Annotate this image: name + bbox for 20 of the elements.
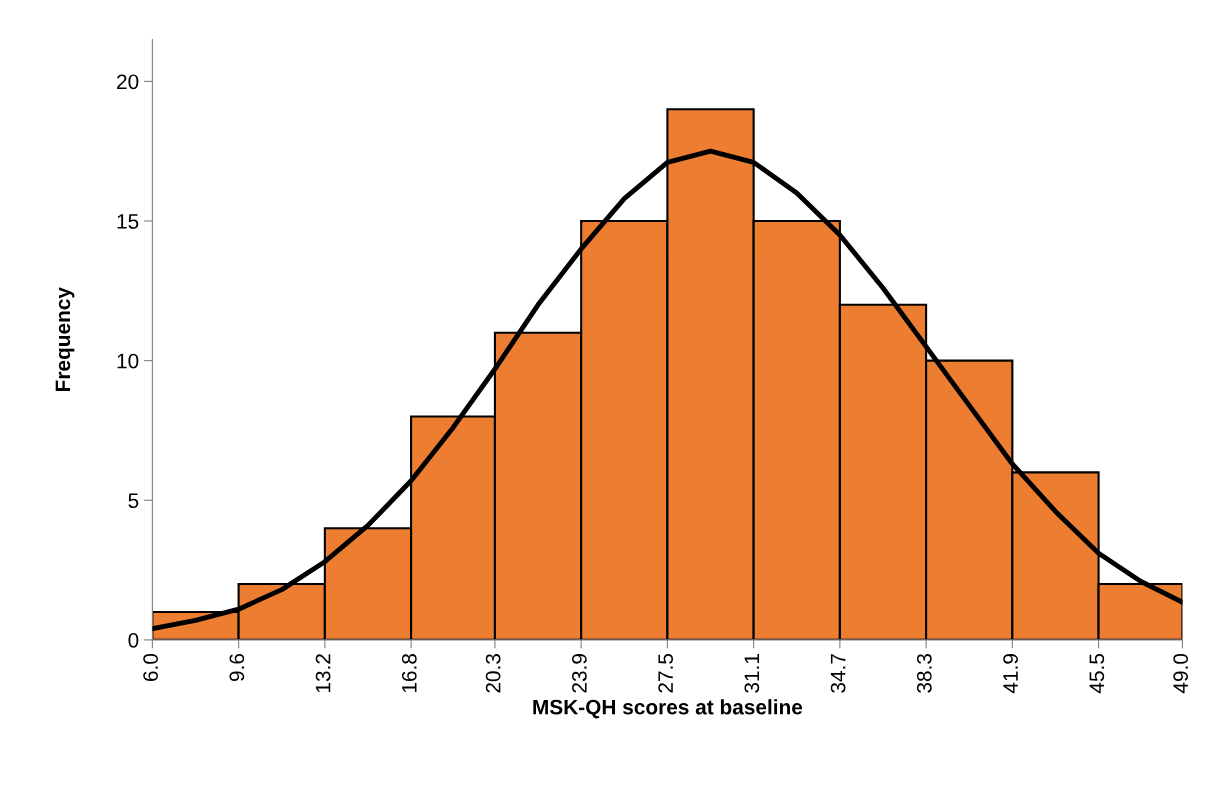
x-axis-title: MSK-QH scores at baseline [533, 699, 803, 719]
x-tick-label: 45.5 [1089, 653, 1105, 694]
x-tick-label: 6.0 [143, 653, 158, 681]
y-tick-label: 10 [117, 353, 139, 369]
x-tick-label: 23.9 [572, 654, 587, 693]
x-tick-label: 9.6 [229, 654, 245, 682]
x-tick-label: 27.5 [658, 653, 673, 693]
x-tick-label: 20.3 [485, 654, 501, 693]
x-tick-label: 38.3 [916, 654, 932, 693]
x-tick-label: 41.9 [1003, 654, 1018, 694]
y-tick-label: 5 [128, 493, 139, 509]
x-tick-label: 49.0 [1173, 653, 1189, 694]
y-axis-title: Frequency [55, 287, 75, 391]
x-tick-label: 16.8 [401, 654, 417, 693]
x-tick-label: 31.1 [744, 654, 760, 693]
y-tick-label: 0 [128, 632, 139, 648]
x-tick-label: 13.2 [315, 654, 331, 693]
y-tick-label: 15 [117, 214, 139, 229]
x-tick-label: 34.7 [830, 654, 846, 693]
y-tick-label: 20 [117, 74, 139, 90]
